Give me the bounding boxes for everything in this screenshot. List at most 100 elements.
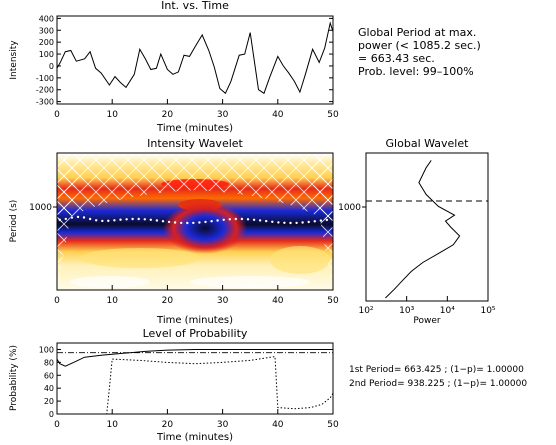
probability-x-tick-label: 40: [272, 420, 284, 430]
wavelet-max-power-dots: [58, 215, 329, 225]
probability-x-tick-label: 20: [162, 420, 174, 430]
wavelet-max-power-dot: [319, 219, 323, 222]
probability-x-ticks: 0 10 20 30 40 50: [54, 409, 339, 430]
time-series-x-tick-label: 40: [272, 110, 284, 120]
probability-y-tick-label: 80: [44, 358, 54, 367]
time-series-x-tick-label: 50: [327, 110, 339, 120]
time-series-x-tick-label: 10: [106, 110, 118, 120]
wavelet-max-power-dot: [58, 218, 61, 221]
probability-x-label: Time (minutes): [156, 432, 233, 443]
wavelet-max-power-dot: [283, 221, 286, 224]
time-series-x-tick-label: 20: [162, 110, 174, 120]
info-line-1: Global Period at max.: [358, 26, 477, 39]
wavelet-max-power-dot: [125, 218, 128, 221]
wavelet-max-power-dot: [252, 218, 256, 221]
wavelet-frame: [56, 152, 334, 291]
global-wavelet-panel: Global Wavelet 1000 10² 10³ 10⁴ 10⁵ Power: [338, 137, 496, 326]
probability-y-tick-label: 100: [39, 345, 54, 354]
global-wavelet-x-ticks: 10² 10³ 10⁴ 10⁵: [358, 296, 496, 316]
wavelet-max-power-dot: [95, 219, 98, 222]
wavelet-max-power-dot: [101, 219, 104, 223]
wavelet-max-power-dot: [295, 221, 298, 225]
wavelet-max-power-dot: [265, 219, 268, 223]
wavelet-max-power-dot: [222, 218, 225, 221]
wavelet-max-power-dot: [149, 218, 152, 221]
wavelet-max-power-dot: [137, 217, 140, 221]
wavelet-max-power-dot: [180, 221, 183, 225]
time-series-y-tick-label: -100: [36, 74, 54, 83]
wavelet-max-power-dot: [186, 221, 189, 225]
global-wavelet-frame: [365, 152, 489, 302]
wavelet-max-power-dot: [198, 221, 201, 224]
probability-y-tick-label: 0: [49, 410, 54, 419]
time-series-panel: Int. vs. Time -300-200-1000100200300400 …: [9, 0, 339, 134]
wavelet-x-tick-label: 20: [162, 296, 174, 306]
wavelet-max-power-dot: [204, 220, 207, 224]
global-wavelet-x-label: Power: [413, 316, 441, 326]
global-wavelet-y-tick-label: 1000: [338, 203, 361, 213]
global-wavelet-x-tick-label: 10³: [399, 306, 414, 316]
wavelet-max-power-dot: [325, 218, 329, 222]
probability-series-2nd-period: [57, 356, 334, 415]
wavelet-title: Intensity Wavelet: [147, 137, 243, 150]
wavelet-max-power-dot: [216, 219, 219, 222]
wavelet-heatmap: [57, 153, 333, 290]
wavelet-max-power-dot: [70, 216, 74, 219]
time-series-y-label: Intensity: [9, 40, 19, 80]
probability-y-label: Probability (%): [9, 345, 19, 411]
global-wavelet-title: Global Wavelet: [386, 137, 470, 150]
wavelet-max-power-dot: [246, 218, 250, 221]
time-series-frame: [56, 15, 334, 105]
time-series-x-ticks: 0 10 20 30 40 50: [54, 99, 339, 120]
first-period-text: 1st Period= 663.425 ; (1−p)= 1.00000: [349, 365, 524, 375]
time-series-line: [56, 21, 334, 95]
probability-series-1st-period: [56, 349, 333, 367]
wavelet-x-ticks: 0 10 20 30 40 50: [54, 285, 339, 306]
wavelet-max-power-dot: [307, 220, 310, 224]
wavelet-max-power-dot: [113, 219, 116, 222]
time-series-title: Int. vs. Time: [161, 0, 229, 12]
probability-x-tick-label: 30: [217, 420, 229, 430]
wavelet-max-power-dot: [143, 218, 146, 221]
info-line-3: = 663.43 sec.: [358, 52, 435, 65]
wavelet-x-tick-label: 10: [106, 296, 118, 306]
wavelet-max-power-dot: [64, 217, 68, 221]
time-series-y-tick-label: 300: [39, 26, 54, 35]
wavelet-max-power-dot: [161, 220, 165, 223]
wavelet-max-power-dot: [277, 221, 280, 224]
probability-x-tick-label: 0: [54, 420, 60, 430]
wavelet-y-tick-label: 1000: [29, 203, 52, 213]
wavelet-y-label: Period (s): [9, 200, 19, 243]
wavelet-max-power-dot: [155, 219, 159, 222]
wavelet-max-power-dot: [289, 221, 292, 225]
wavelet-max-power-dot: [131, 217, 134, 221]
wavelet-max-power-dot: [76, 215, 80, 219]
wavelet-max-power-dot: [258, 219, 262, 222]
probability-frame: [56, 342, 334, 415]
probability-x-tick-label: 50: [327, 420, 339, 430]
wavelet-max-power-dot: [119, 218, 122, 221]
wavelet-x-tick-label: 30: [217, 296, 229, 306]
time-series-y-tick-label: 100: [39, 50, 54, 59]
global-wavelet-line: [385, 160, 461, 299]
wavelet-max-power-dot: [107, 219, 110, 222]
wavelet-max-power-dot: [228, 218, 231, 221]
probability-y-tick-label: 40: [44, 384, 54, 393]
info-line-4: Prob. level: 99–100%: [358, 65, 474, 78]
global-wavelet-x-tick-label: 10⁵: [480, 306, 495, 316]
probability-x-tick-label: 10: [106, 420, 118, 430]
global-wavelet-x-tick-label: 10⁴: [440, 306, 455, 316]
probability-panel: Level of Probability 0 20 40 60 80 100 0 10 20 3…: [9, 327, 339, 443]
wavelet-max-power-dot: [240, 217, 244, 221]
wavelet-max-power-dot: [167, 220, 171, 224]
time-series-y-tick-label: -200: [36, 86, 54, 95]
second-period-text: 2nd Period= 938.225 ; (1−p)= 1.00000: [349, 379, 528, 389]
time-series-y-tick-label: -300: [36, 98, 54, 107]
wavelet-max-power-dot: [313, 220, 316, 223]
info-line-2: power (< 1085.2 sec.): [358, 39, 481, 52]
wavelet-x-label: Time (minutes): [156, 315, 233, 326]
time-series-y-ticks: -300 -200 -100 0 100 200 300 400: [36, 14, 333, 107]
wavelet-max-power-dot: [82, 216, 86, 219]
wavelet-panel: Intensity Wavelet 0 10 20 30 40 50 1000 Perio…: [9, 137, 339, 326]
